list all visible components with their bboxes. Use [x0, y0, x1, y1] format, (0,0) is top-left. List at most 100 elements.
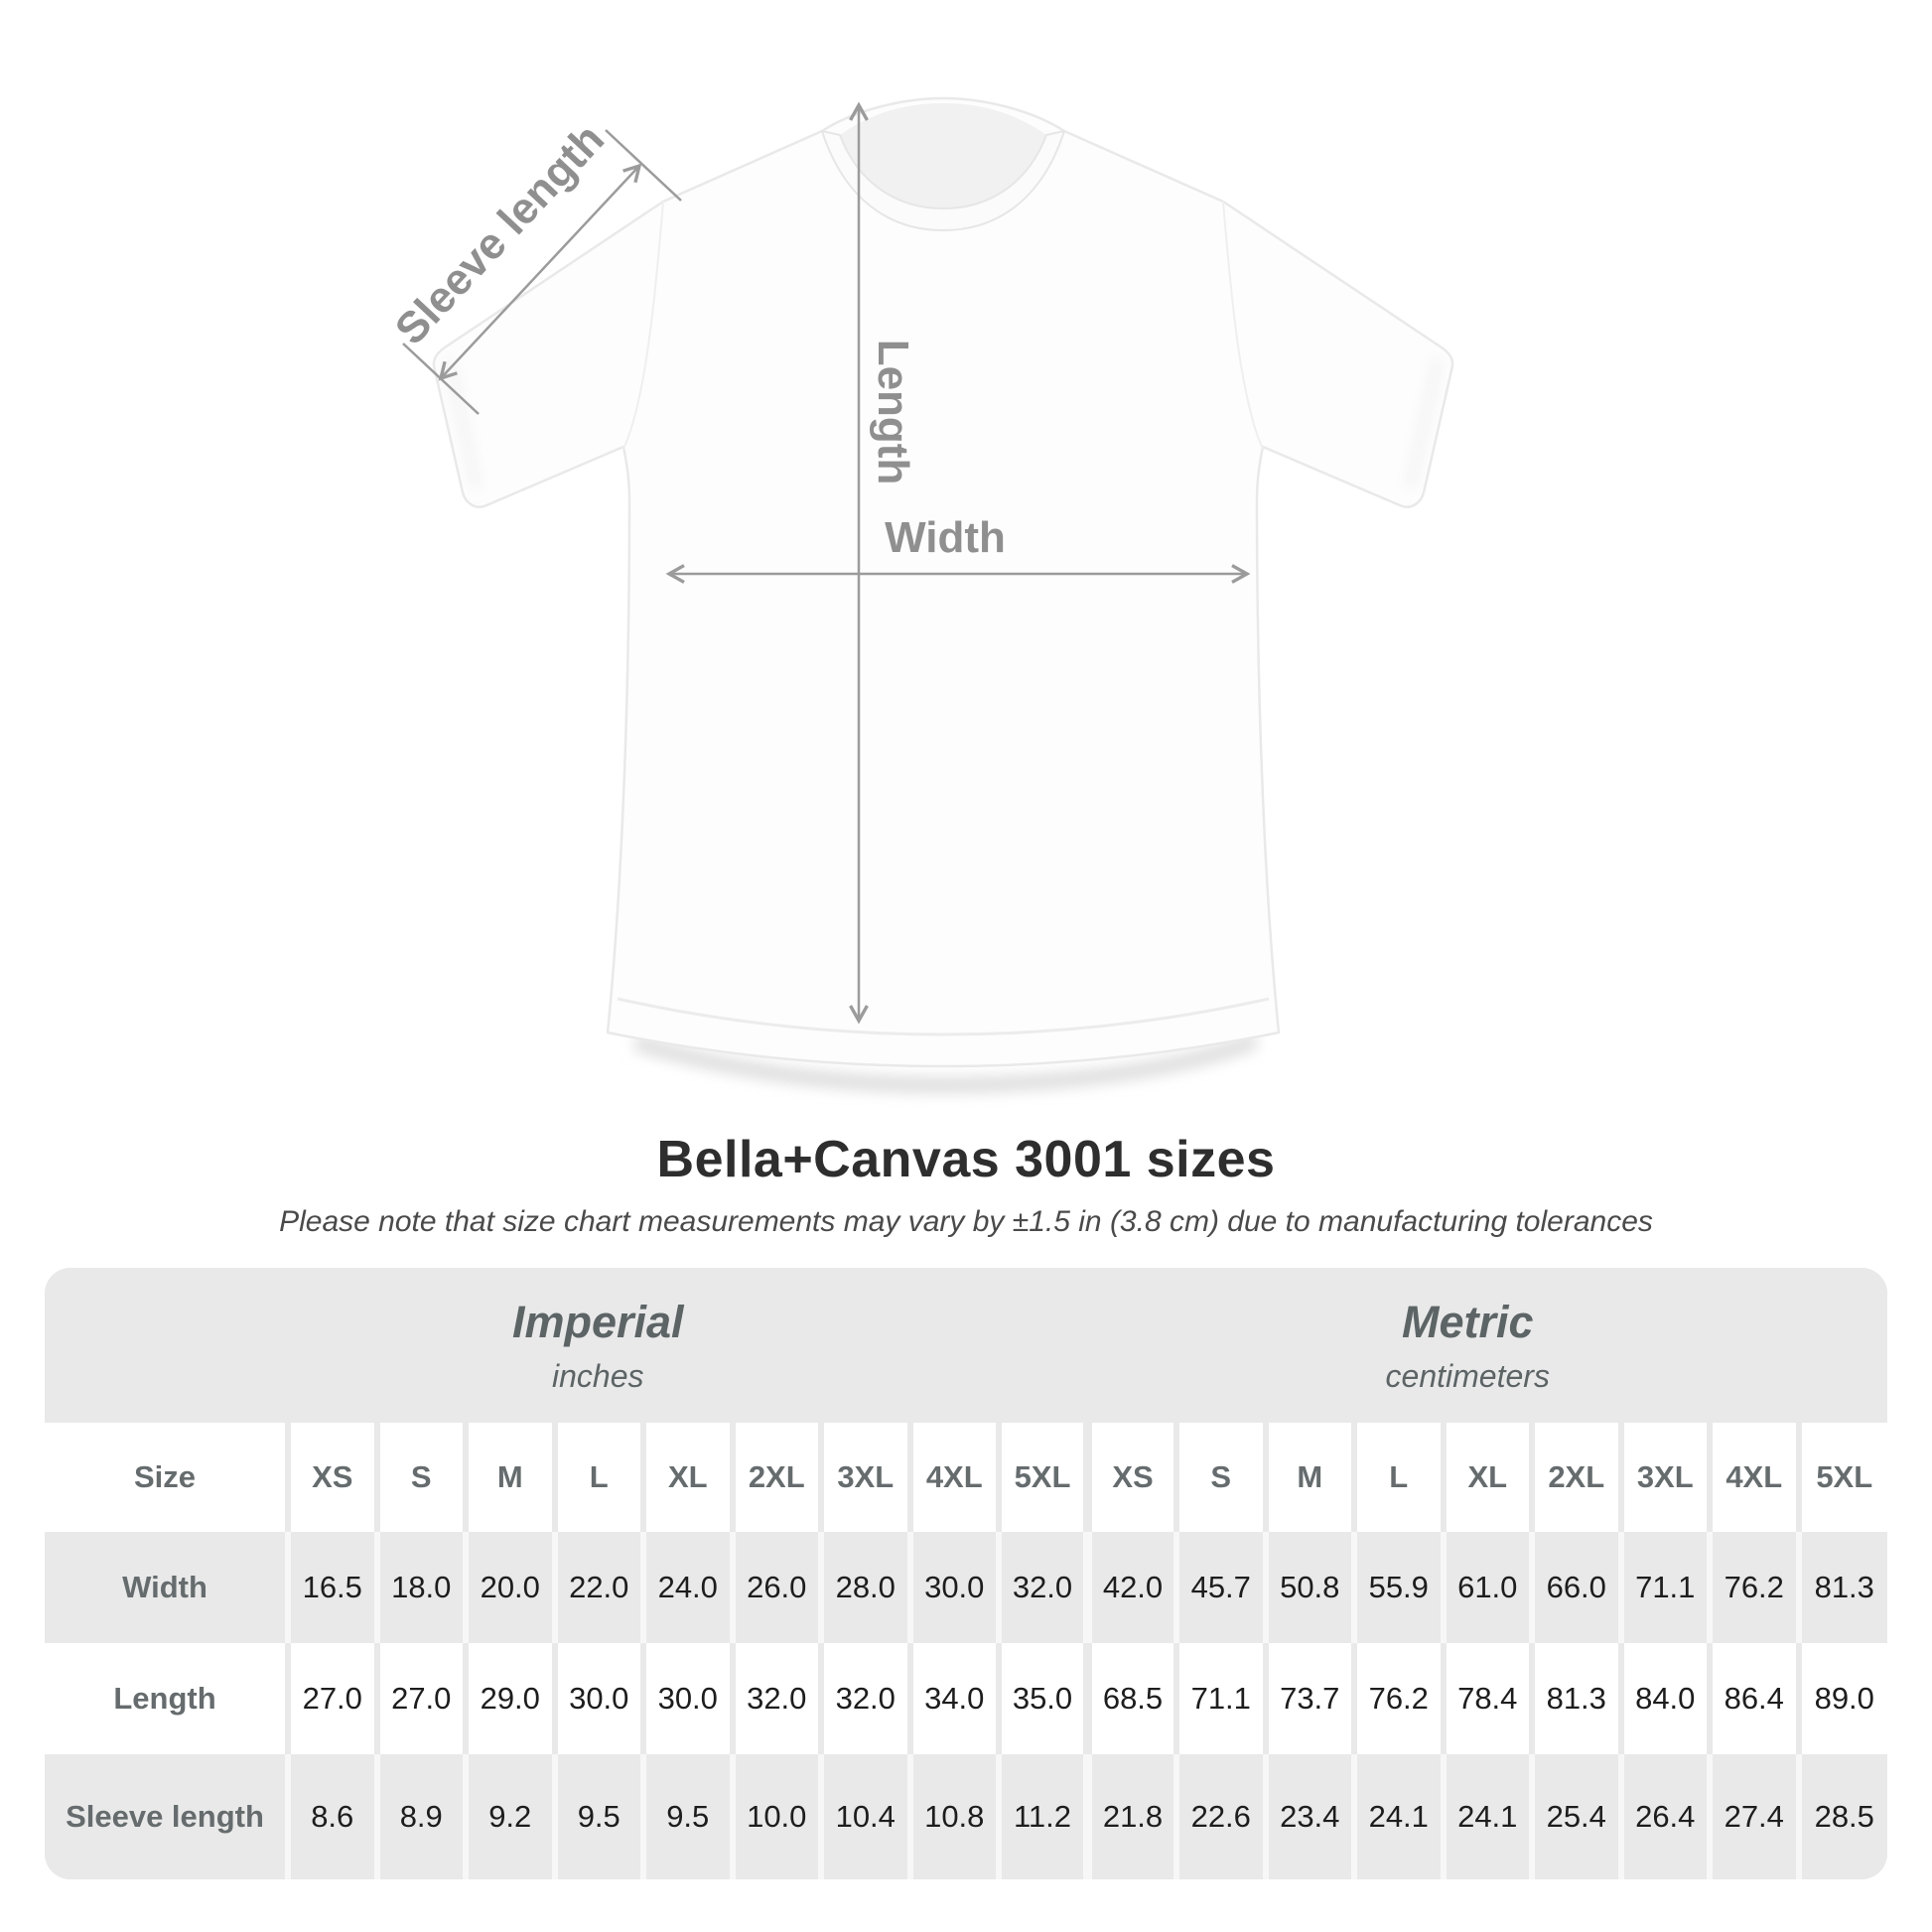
metric-value-cell: 61.0 — [1440, 1532, 1532, 1643]
metric-value-cell: 25.4 — [1529, 1754, 1621, 1879]
imperial-value-cell: 8.6 — [285, 1754, 377, 1879]
size-header-metric-s: S — [1173, 1423, 1266, 1532]
size-header-metric-4xl: 4XL — [1707, 1423, 1799, 1532]
imperial-value-cell: 30.0 — [906, 1532, 999, 1643]
imperial-value-cell: 9.5 — [640, 1754, 733, 1879]
imperial-value-cell: 16.5 — [285, 1532, 377, 1643]
row-label: Sleeve length — [66, 1799, 264, 1834]
metric-value-cell: 71.1 — [1173, 1643, 1266, 1754]
measurement-row-length: Length 27.0 27.0 29.0 30.0 30.0 32.0 32.0 34.0 35… — [45, 1643, 1887, 1754]
imperial-value-cell: 35.0 — [996, 1643, 1088, 1754]
metric-value-cell: 84.0 — [1617, 1643, 1710, 1754]
shirt-hem-shadow — [632, 1033, 1259, 1094]
imperial-value-cell: 10.0 — [729, 1754, 821, 1879]
metric-value-cell: 89.0 — [1795, 1643, 1887, 1754]
dimension-arrows — [402, 101, 1251, 1025]
metric-value-cell: 55.9 — [1351, 1532, 1444, 1643]
metric-value-cell: 22.6 — [1173, 1754, 1266, 1879]
metric-value-cell: 45.7 — [1173, 1532, 1266, 1643]
size-header-imperial-2xl: 2XL — [729, 1423, 821, 1532]
metric-value-cell: 86.4 — [1707, 1643, 1799, 1754]
imperial-value-cell: 20.0 — [463, 1532, 555, 1643]
size-header-metric-5xl: 5XL — [1795, 1423, 1887, 1532]
tolerance-note: Please note that size chart measurements… — [279, 1205, 1653, 1238]
size-header-imperial-m: M — [463, 1423, 555, 1532]
imperial-value-cell: 32.0 — [818, 1643, 910, 1754]
left-sleeve-seam — [622, 201, 664, 450]
imperial-value-cell: 11.2 — [996, 1754, 1088, 1879]
measurement-row-width: Width 16.5 18.0 20.0 22.0 24.0 26.0 28.0 30.0 32.… — [45, 1532, 1887, 1643]
imperial-value-cell: 29.0 — [463, 1643, 555, 1754]
size-header-metric-l: L — [1351, 1423, 1444, 1532]
imperial-value-cell: 18.0 — [373, 1532, 466, 1643]
size-header-metric-m: M — [1262, 1423, 1354, 1532]
metric-value-cell: 66.0 — [1529, 1532, 1621, 1643]
shirt-body — [432, 96, 1454, 1068]
metric-value-cell: 81.3 — [1795, 1532, 1887, 1643]
right-cuff-crease — [1407, 358, 1441, 489]
size-header-metric-xl: XL — [1440, 1423, 1532, 1532]
row-label: Length — [113, 1681, 216, 1716]
imperial-section-header: Imperial inches — [45, 1268, 1088, 1423]
metric-section-header: Metric centimeters — [1087, 1268, 1887, 1423]
imperial-value-cell: 26.0 — [729, 1532, 821, 1643]
metric-value-cell: 71.1 — [1617, 1532, 1710, 1643]
sleeve-length-arrow — [438, 163, 642, 381]
size-table: Imperial inches Metric centimeters Size X… — [45, 1268, 1887, 1879]
size-header-imperial-xl: XL — [640, 1423, 733, 1532]
sleeve-arrow-end-tick-top — [605, 129, 682, 202]
imperial-value-cell: 30.0 — [551, 1643, 643, 1754]
imperial-value-cell: 28.0 — [818, 1532, 910, 1643]
metric-value-cell: 28.5 — [1795, 1754, 1887, 1879]
metric-value-cell: 42.0 — [1083, 1532, 1176, 1643]
metric-value-cell: 26.4 — [1617, 1754, 1710, 1879]
size-header-imperial-s: S — [373, 1423, 466, 1532]
size-header-metric-xs: XS — [1083, 1423, 1176, 1532]
metric-value-cell: 76.2 — [1351, 1643, 1444, 1754]
imperial-value-cell: 27.0 — [373, 1643, 466, 1754]
left-cuff-crease — [446, 358, 480, 489]
metric-value-cell: 27.4 — [1707, 1754, 1799, 1879]
metric-unit-label: centimeters — [1385, 1357, 1550, 1394]
imperial-unit-label: inches — [552, 1357, 644, 1394]
imperial-value-cell: 34.0 — [906, 1643, 999, 1754]
metric-value-cell: 81.3 — [1529, 1643, 1621, 1754]
collar-band — [821, 130, 1065, 231]
metric-value-cell: 78.4 — [1440, 1643, 1532, 1754]
metric-value-cell: 73.7 — [1262, 1643, 1354, 1754]
unit-section-row: Imperial inches Metric centimeters — [45, 1268, 1887, 1423]
length-label: Length — [869, 340, 917, 485]
imperial-value-cell: 30.0 — [640, 1643, 733, 1754]
size-header-row: Size XS S M L XL 2XL 3XL 4XL 5XL XS S M L XL 2XL 3XL 4XL 5… — [45, 1423, 1887, 1532]
size-header-imperial-xs: XS — [285, 1423, 377, 1532]
metric-value-cell: 68.5 — [1083, 1643, 1176, 1754]
size-header-metric-3xl: 3XL — [1617, 1423, 1710, 1532]
right-sleeve-seam — [1222, 201, 1264, 450]
tshirt-illustration: Length Width Sleeve length — [386, 96, 1454, 1094]
imperial-value-cell: 10.8 — [906, 1754, 999, 1879]
imperial-value-cell: 24.0 — [640, 1532, 733, 1643]
size-header-metric-2xl: 2XL — [1529, 1423, 1621, 1532]
row-label: Width — [122, 1570, 207, 1604]
metric-value-cell: 24.1 — [1440, 1754, 1532, 1879]
size-table-body: Imperial inches Metric centimeters Size X… — [45, 1268, 1887, 1879]
metric-value-cell: 50.8 — [1262, 1532, 1354, 1643]
page-title: Bella+Canvas 3001 sizes — [656, 1131, 1276, 1188]
neck-opening — [840, 103, 1046, 208]
measurement-row-sleeve-length: Sleeve length 8.6 8.9 9.2 9.5 9.5 10.0 10.4 10.8… — [45, 1754, 1887, 1879]
metric-section-label: Metric — [1401, 1296, 1534, 1347]
size-column-header: Size — [133, 1459, 197, 1494]
imperial-value-cell: 32.0 — [996, 1532, 1088, 1643]
imperial-value-cell: 22.0 — [551, 1532, 643, 1643]
imperial-value-cell: 8.9 — [373, 1754, 466, 1879]
imperial-value-cell: 27.0 — [285, 1643, 377, 1754]
size-header-imperial-3xl: 3XL — [818, 1423, 910, 1532]
size-header-imperial-l: L — [551, 1423, 643, 1532]
imperial-value-cell: 9.2 — [463, 1754, 555, 1879]
size-chart-panel: Imperial inches Metric centimeters Size X… — [45, 1268, 1887, 1879]
metric-value-cell: 21.8 — [1083, 1754, 1176, 1879]
width-label: Width — [885, 513, 1006, 562]
imperial-value-cell: 9.5 — [551, 1754, 643, 1879]
imperial-value-cell: 10.4 — [818, 1754, 910, 1879]
size-header-imperial-4xl: 4XL — [906, 1423, 999, 1532]
